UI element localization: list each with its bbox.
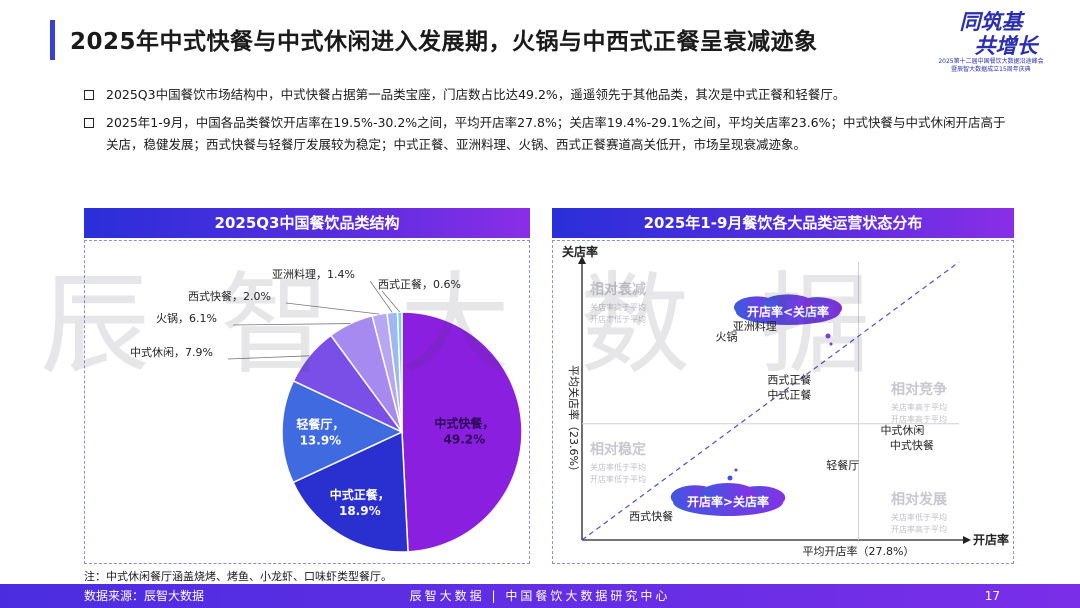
quadrant-title: 相对竞争: [891, 381, 947, 398]
pie-outer-label: 中式休闲，7.9%: [130, 345, 213, 359]
pie-leader-line: [228, 355, 310, 360]
y-axis-arrow: [578, 256, 586, 264]
quadrant-desc: 开店率高于平均: [891, 524, 947, 534]
bullet-item: 2025年1-9月，中国各品类餐饮开店率在19.5%-30.2%之间，平均开店率…: [84, 112, 1014, 156]
chart-note: 注：中式休闲餐厅涵盖烧烤、烤鱼、小龙虾、口味虾类型餐厅。: [84, 570, 392, 583]
diagonal-line: [581, 261, 960, 541]
pie-slice: [281, 379, 404, 484]
quadrant-title: 相对稳定: [590, 441, 646, 458]
quadrant-desc: 开店率低于平均: [590, 474, 646, 484]
pie-leader-line: [381, 290, 401, 313]
scatter-point-label: 中式休闲: [880, 423, 924, 437]
cloud-shape: [762, 294, 814, 315]
cloud-label: 开店率<关店率: [747, 304, 829, 319]
pie-slice-label: 轻餐厅，: [296, 417, 344, 432]
callout-bubble: [727, 475, 733, 481]
page-number: 17: [984, 589, 1000, 603]
cloud-label: 开店率>关店率: [687, 494, 769, 509]
callout-bubble: [734, 468, 738, 472]
brand-slogan-line1: 同筑基: [959, 9, 1023, 34]
scatter-chart-header: 2025年1-9月餐饮各大品类运营状态分布: [552, 208, 1014, 238]
callout-bubble: [825, 333, 831, 339]
pie-slice-label: 中式快餐，: [434, 415, 494, 430]
scatter-chart-frame: [552, 240, 1014, 564]
footer-center-text: 辰智大数据 | 中国餐饮大数据研究中心: [409, 589, 671, 603]
y-axis-label: 关店率: [562, 244, 598, 259]
quadrant-title: 相对发展: [891, 491, 947, 508]
x-axis-label: 开店率: [973, 532, 1009, 547]
callout-bottom: 开店率>关店率: [670, 482, 786, 516]
scatter-point-label: 亚洲料理: [733, 319, 777, 333]
pie-chart-header: 2025Q3中国餐饮品类结构: [84, 208, 530, 238]
callout-top: 开店率<关店率: [733, 294, 843, 325]
page-title: 2025年中式快餐与中式休闲进入发展期，火锅与中西式正餐呈衰减迹象: [70, 29, 818, 55]
pie-slice: [401, 311, 523, 553]
brand-sub-line2: 暨辰智大数据成立15周年庆典: [951, 66, 1031, 73]
pie-outer-label: 西式正餐，0.6%: [378, 277, 461, 291]
quadrant-desc: 开店率高于平均: [891, 414, 947, 424]
scatter-point-label: 轻餐厅: [826, 458, 859, 472]
quadrant-title: 相对衰减: [590, 281, 646, 298]
pie-slice-value: 18.9%: [339, 504, 381, 518]
scatter-point-label: 西式快餐: [629, 509, 673, 523]
pie-chart-frame: [84, 240, 530, 564]
pie-outer-label: 火锅，6.1%: [156, 312, 217, 325]
pie-slice: [292, 430, 409, 553]
brand-logo: 同筑基 共增长 2025第十二届中国餐饮大数据沿途峰会 暨辰智大数据成立15周年…: [926, 10, 1056, 74]
pie-slice-value: 13.9%: [300, 434, 342, 448]
x-average-label: 平均开店率（27.8%）: [802, 544, 914, 558]
footer-bar: 数据来源：辰智大数据 辰智大数据 | 中国餐饮大数据研究中心 17: [0, 584, 1080, 608]
quadrant-desc: 关店率低于平均: [891, 512, 947, 522]
summary-bullets: 2025Q3中国餐饮市场结构中，中式快餐占据第一品类宝座，门店数占比达49.2%…: [84, 84, 1014, 162]
quadrant-desc: 关店率低于平均: [590, 462, 646, 472]
brand-sub-line1: 2025第十二届中国餐饮大数据沿途峰会: [938, 58, 1044, 65]
quadrant-desc: 关店率高于平均: [891, 402, 947, 412]
y-average-label: 平均关店率（23.6%）: [567, 365, 581, 477]
pie-leader-line: [233, 323, 351, 326]
scatter-point-label: 中式快餐: [890, 438, 934, 452]
quadrant-desc: 关店率高于平均: [590, 302, 646, 312]
pie-outer-label: 西式快餐，2.0%: [188, 289, 271, 303]
footer-source: 数据来源：辰智大数据: [84, 589, 205, 603]
x-axis-arrow: [963, 536, 971, 544]
cloud-shape: [700, 482, 756, 505]
pie-leader-line: [369, 280, 393, 313]
scatter-point-label: 西式正餐: [767, 372, 811, 386]
bullet-item: 2025Q3中国餐饮市场结构中，中式快餐占据第一品类宝座，门店数占比达49.2%…: [84, 84, 1014, 106]
pie-slice-value: 49.2%: [444, 432, 486, 446]
quadrant-desc: 开店率低于平均: [590, 314, 646, 324]
brand-slogan-line2: 共增长: [974, 33, 1038, 58]
pie-chart: 中式快餐， 49.2% 中式正餐， 18.9% 轻餐厅， 13.9% 中式休闲，7.9% 火锅…: [130, 267, 523, 553]
scatter-point-label: 火锅: [716, 330, 738, 343]
pie-outer-label: 亚洲料理，1.4%: [272, 267, 355, 281]
pie-slice-label: 中式正餐，: [330, 487, 390, 502]
title-accent-bar: [50, 20, 55, 60]
pie-leader-line: [286, 302, 380, 315]
scatter-point-label: 中式正餐: [767, 387, 811, 401]
callout-bubble: [829, 342, 833, 346]
